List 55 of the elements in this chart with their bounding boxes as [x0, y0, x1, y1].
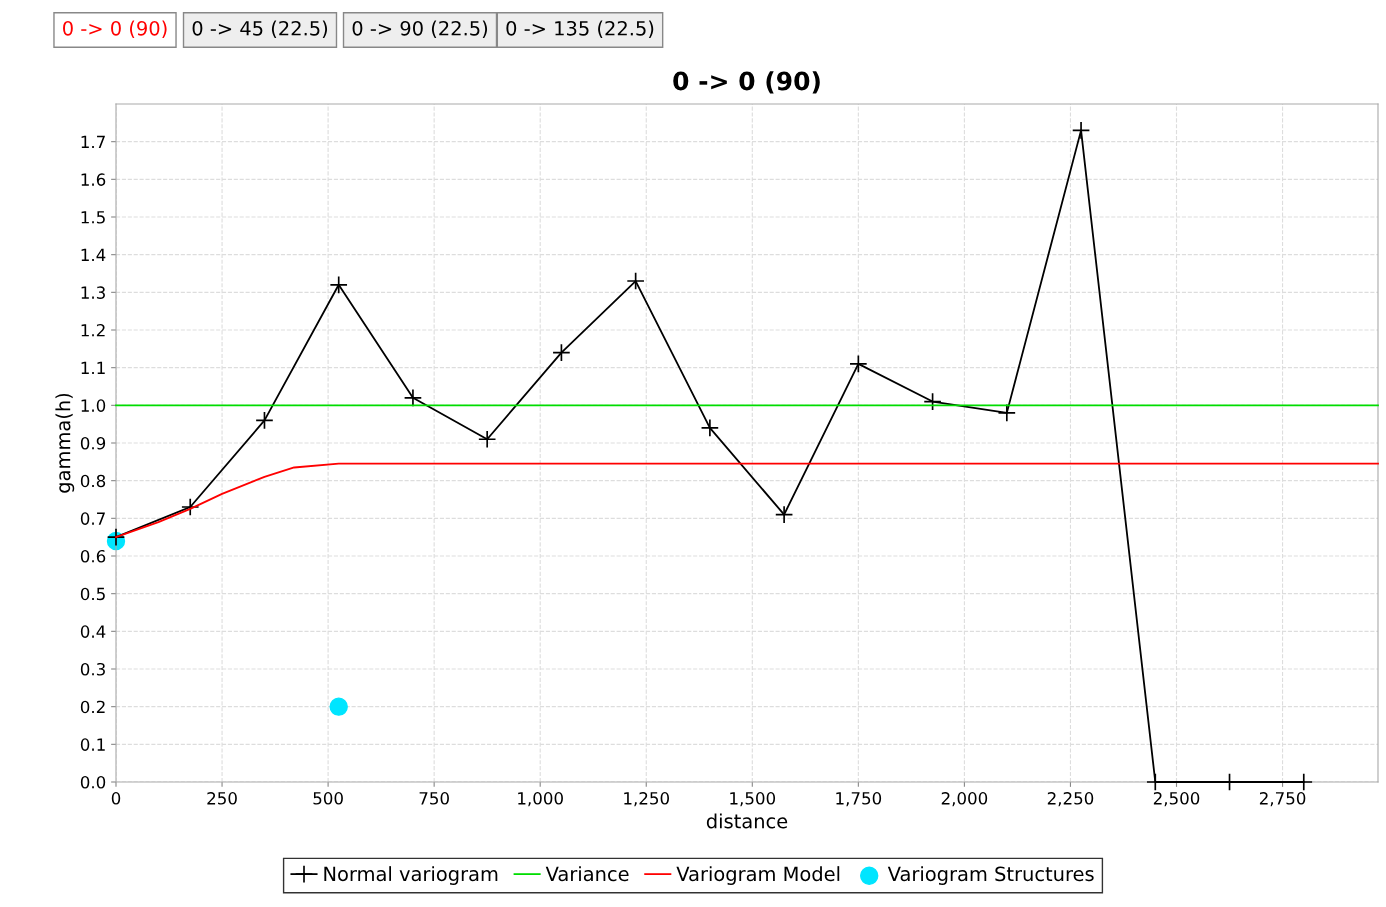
point [997, 403, 1016, 423]
y-tick-label: 1.2 [81, 323, 105, 337]
point [552, 343, 571, 362]
y-tick-label: 1.3 [81, 286, 105, 299]
y-tick-label: 0.7 [80, 512, 105, 525]
x-tick-label: 2,750 [1259, 792, 1306, 807]
y-tick-label: 1.0 [81, 399, 106, 412]
y-axis-title: gamma(h) [55, 393, 75, 493]
x-tick-label: 2,000 [941, 792, 988, 807]
point [774, 505, 794, 524]
y-tick-label: 0.4 [80, 625, 106, 638]
x-tick-label: 500 [313, 792, 343, 805]
point [626, 271, 645, 291]
text: 0 -> 0 (90) [63, 20, 167, 38]
x-tick-label: 750 [419, 792, 449, 805]
legend-label: Variance [545, 866, 629, 882]
y-tick-label: 1.7 [81, 135, 105, 148]
point [403, 388, 423, 407]
text: 0 -> 135 (22.5) [506, 20, 654, 38]
legend-label: Variogram Model [676, 866, 840, 885]
y-tick-label: 0.2 [80, 700, 105, 714]
x-tick-label: 1,250 [624, 792, 669, 807]
legend-label: Normal variogram [324, 866, 498, 885]
y-tick-label: 1.6 [81, 173, 106, 186]
y-tick-label: 0.0 [80, 775, 106, 789]
point [923, 392, 942, 411]
x-tick-label: 250 [207, 792, 237, 805]
x-tick-label: 2,500 [1153, 792, 1200, 807]
legend-label: Variogram Structures [887, 866, 1094, 885]
y-tick-label: 1.4 [81, 248, 106, 261]
point [849, 354, 868, 374]
y-tick-label: 0.3 [80, 662, 105, 676]
y-tick-label: 0.5 [80, 587, 105, 601]
point [329, 275, 348, 294]
point [478, 430, 497, 449]
point [700, 418, 720, 438]
x-axis-title: distance [706, 813, 788, 829]
x-tick-label: 0 [111, 792, 121, 805]
x-tick-label: 2,250 [1047, 792, 1094, 807]
y-tick-label: 1.5 [81, 211, 105, 224]
point [1071, 121, 1091, 140]
y-tick-label: 0.8 [80, 474, 106, 488]
y-tick-label: 0.1 [80, 738, 105, 751]
point [255, 411, 274, 430]
y-tick-label: 0.6 [80, 549, 106, 563]
x-tick-label: 1,500 [730, 792, 776, 807]
text: 0 -> 45 (22.5) [192, 20, 328, 38]
x-tick-label: 1,000 [518, 792, 563, 807]
point [329, 697, 348, 716]
x-tick-label: 1,750 [836, 792, 882, 807]
text: 0 -> 90 (22.5) [352, 20, 488, 38]
point [181, 497, 200, 517]
y-tick-label: 0.9 [80, 436, 106, 450]
chart-title: 0 -> 0 (90) [673, 71, 820, 94]
y-tick-label: 1.1 [81, 361, 105, 374]
